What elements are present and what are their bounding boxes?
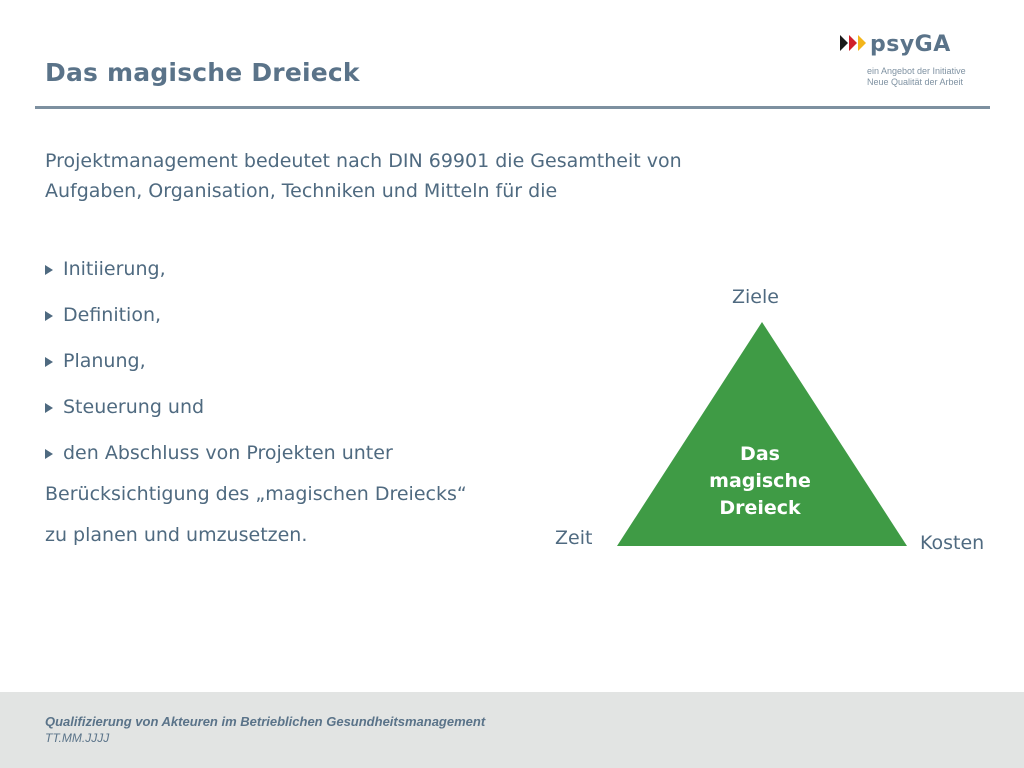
- triangle-label-top: Ziele: [732, 286, 779, 308]
- triangle-center-line-1: Das: [740, 443, 780, 465]
- footer-bar: Qualifizierung von Akteuren im Betriebli…: [0, 692, 1024, 768]
- triangle-label-right: Kosten: [920, 532, 985, 554]
- footer-title: Qualifizierung von Akteuren im Betriebli…: [45, 714, 486, 729]
- logo-arrow-yellow: [858, 35, 866, 51]
- logo-subtitle-line1: ein Angebot der Initiative: [867, 66, 966, 76]
- page-title: Das magische Dreieck: [45, 58, 360, 87]
- logo-arrow-black: [840, 35, 848, 51]
- title-divider: [35, 106, 990, 109]
- list-item: Planung,: [45, 347, 146, 375]
- triangle-bullet-icon: [45, 265, 53, 275]
- triangle-center-line-2: magische: [709, 470, 811, 492]
- continuation-line-1: Berücksichtigung des „magischen Dreiecks…: [45, 483, 467, 505]
- list-item-text: Initiierung,: [63, 258, 166, 280]
- list-item-text: Definition,: [63, 304, 162, 326]
- triangle-bullet-icon: [45, 449, 53, 459]
- list-item-text: den Abschluss von Projekten unter: [63, 442, 393, 464]
- logo-arrows-icon: [840, 35, 866, 51]
- intro-paragraph: Projektmanagement bedeutet nach DIN 6990…: [45, 146, 745, 206]
- logo-arrow-red: [849, 35, 857, 51]
- list-item-text: Planung,: [63, 350, 146, 372]
- triangle-bullet-icon: [45, 311, 53, 321]
- list-item: Definition,: [45, 301, 161, 329]
- intro-line-1: Projektmanagement bedeutet nach DIN 6990…: [45, 150, 682, 172]
- triangle-center-line-3: Dreieck: [719, 497, 801, 519]
- list-item-text: Steuerung und: [63, 396, 205, 418]
- intro-line-2: Aufgaben, Organisation, Techniken und Mi…: [45, 180, 558, 202]
- triangle-bullet-icon: [45, 357, 53, 367]
- logo-wordmark: psyGA: [870, 32, 951, 57]
- triangle-label-left: Zeit: [555, 527, 593, 549]
- list-item: den Abschluss von Projekten unter: [45, 439, 393, 467]
- logo-subtitle-line2: Neue Qualität der Arbeit: [867, 77, 964, 87]
- footer-date: TT.MM.JJJJ: [45, 731, 110, 745]
- triangle-bullet-icon: [45, 403, 53, 413]
- psyga-logo: psyGA ein Angebot der Initiative Neue Qu…: [838, 32, 988, 92]
- continuation-line-2: zu planen und umzusetzen.: [45, 524, 308, 546]
- list-item: Initiierung,: [45, 255, 166, 283]
- triangle-center-text: Das magische Dreieck: [680, 441, 840, 522]
- list-item: Steuerung und: [45, 393, 204, 421]
